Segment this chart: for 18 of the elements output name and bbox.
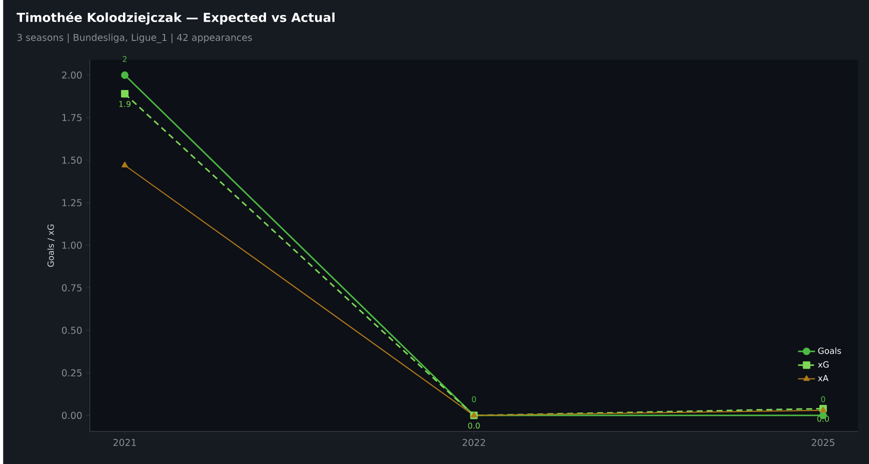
y-tick-label: 1.25: [62, 198, 82, 206]
legend-label: Goals: [818, 347, 841, 354]
chart-title: Timothée Kolodziejczak — Expected vs Actual: [16, 12, 334, 24]
y-axis-title: Goals / xG: [47, 224, 55, 267]
y-tick-label: 1.00: [62, 242, 82, 249]
y-tick-label: 1.75: [62, 114, 82, 121]
x-tick-label: 2022: [462, 438, 485, 446]
y-tick-label: 2.00: [62, 71, 82, 79]
chart-subtitle: 3 seasons | Bundesliga, Ligue_1 | 42 appearances: [17, 33, 252, 43]
x-tick-label: 2021: [113, 438, 136, 446]
legend-label: xA: [818, 374, 828, 382]
y-tick-label: 0.75: [62, 284, 82, 292]
x-tick-label: 2025: [812, 438, 834, 446]
y-tick-label: 0.50: [62, 326, 82, 334]
y-tick-label: 0.25: [62, 369, 82, 376]
y-tick-label: 0.00: [62, 412, 82, 419]
legend-label: xG: [818, 361, 829, 368]
y-tick-label: 1.50: [62, 156, 82, 164]
